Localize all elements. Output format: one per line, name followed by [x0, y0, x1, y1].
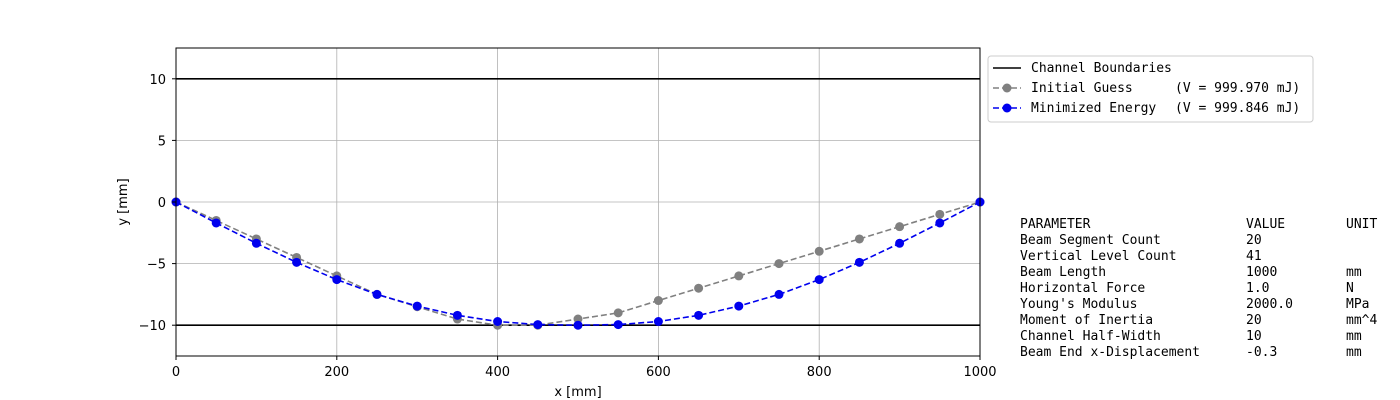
- y-axis-label: y [mm]: [116, 178, 131, 225]
- data-point: [251, 238, 261, 248]
- y-tick-label: 5: [158, 134, 166, 149]
- param-header-unit: UNIT: [1346, 217, 1377, 232]
- param-value: 20: [1246, 313, 1262, 328]
- param-name: Vertical Level Count: [1020, 249, 1177, 264]
- y-tick-label: −10: [139, 319, 166, 334]
- x-axis-label: x [mm]: [554, 385, 601, 400]
- data-point: [211, 218, 221, 228]
- data-point: [452, 310, 462, 320]
- param-value: 2000.0: [1246, 297, 1293, 312]
- legend-label-channel-boundaries: Channel Boundaries: [1031, 61, 1172, 76]
- legend-box: [987, 55, 1314, 123]
- y-tick-label: −5: [147, 258, 166, 273]
- param-name: Moment of Inertia: [1020, 313, 1153, 328]
- data-point: [935, 218, 945, 228]
- data-point: [895, 222, 905, 232]
- y-tick-label: 10: [149, 73, 166, 88]
- param-unit: MPa: [1346, 297, 1369, 312]
- param-header-parameter: PARAMETER: [1020, 217, 1091, 232]
- param-value: 1000: [1246, 265, 1277, 280]
- data-point: [895, 238, 905, 248]
- param-unit: mm: [1346, 265, 1362, 280]
- data-point: [774, 259, 784, 269]
- param-value: 1.0: [1246, 281, 1269, 296]
- param-name: Beam Segment Count: [1020, 233, 1161, 248]
- x-tick-label: 400: [485, 365, 510, 380]
- parameter-table: PARAMETER VALUE UNIT Beam Segment Count …: [1020, 217, 1377, 360]
- data-point: [935, 209, 945, 219]
- legend-label-initial-guess: Initial Guess: [1031, 81, 1133, 96]
- data-point: [533, 320, 543, 330]
- data-point: [694, 283, 704, 293]
- param-value: 20: [1246, 233, 1262, 248]
- data-point: [493, 317, 503, 327]
- data-point: [814, 275, 824, 285]
- param-name: Channel Half-Width: [1020, 329, 1161, 344]
- data-point: [613, 308, 623, 318]
- data-point: [292, 257, 302, 267]
- param-unit: mm^4: [1346, 313, 1377, 328]
- param-unit: mm: [1346, 345, 1362, 360]
- legend-label-minimized-energy: Minimized Energy: [1031, 101, 1156, 116]
- x-tick-label: 1000: [963, 365, 996, 380]
- x-tick-label: 800: [807, 365, 832, 380]
- param-value: -0.3: [1246, 345, 1277, 360]
- legend-energy-minimized-energy: (V = 999.846 mJ): [1175, 101, 1300, 116]
- param-header-value: VALUE: [1246, 217, 1285, 232]
- data-point: [332, 275, 342, 285]
- legend-energy-initial-guess: (V = 999.970 mJ): [1175, 81, 1300, 96]
- data-point: [412, 301, 422, 311]
- y-axis-ticks: 10 5 0 −5 −10: [139, 73, 176, 334]
- data-point: [854, 234, 864, 244]
- x-tick-label: 0: [172, 365, 180, 380]
- param-value: 10: [1246, 329, 1262, 344]
- data-point: [653, 296, 663, 306]
- legend: Channel Boundaries Initial Guess (V = 99…: [987, 55, 1314, 123]
- data-point: [372, 289, 382, 299]
- param-unit: N: [1346, 281, 1354, 296]
- grid: [175, 48, 981, 356]
- y-tick-label: 0: [158, 196, 166, 211]
- data-point: [774, 289, 784, 299]
- data-point: [814, 246, 824, 256]
- x-axis-ticks: 0 200 400 600 800 1000: [172, 356, 997, 380]
- data-point: [573, 320, 583, 330]
- data-point: [854, 257, 864, 267]
- x-tick-label: 200: [324, 365, 349, 380]
- data-point: [694, 310, 704, 320]
- param-name: Horizontal Force: [1020, 281, 1145, 296]
- data-point: [734, 301, 744, 311]
- legend-marker-minimized-energy: [1002, 103, 1012, 113]
- data-point: [653, 317, 663, 327]
- data-point: [613, 320, 623, 330]
- data-point: [734, 271, 744, 281]
- param-name: Young's Modulus: [1020, 297, 1137, 312]
- data-point: [573, 314, 583, 324]
- x-tick-label: 600: [646, 365, 671, 380]
- param-name: Beam End x-Displacement: [1020, 345, 1200, 360]
- param-value: 41: [1246, 249, 1262, 264]
- param-name: Beam Length: [1020, 265, 1106, 280]
- legend-marker-initial-guess: [1002, 83, 1012, 93]
- param-unit: mm: [1346, 329, 1362, 344]
